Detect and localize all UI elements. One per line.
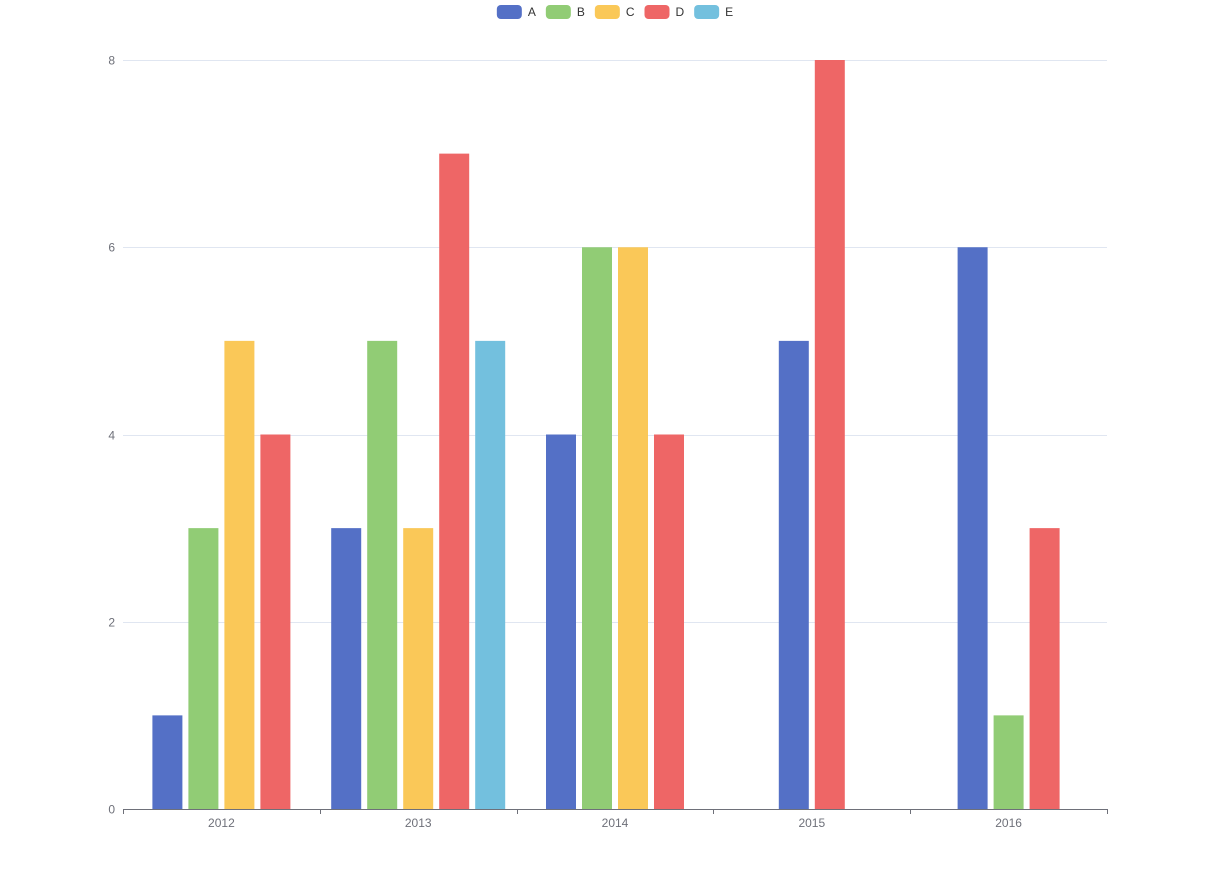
legend-label: C (626, 5, 635, 19)
bar-d-2014[interactable] (654, 434, 684, 810)
y-tick-label: 2 (108, 616, 115, 630)
y-tick-label: 4 (108, 429, 115, 443)
bar-a-2015[interactable] (778, 340, 809, 809)
y-tick-label: 6 (108, 241, 115, 255)
legend-swatch (594, 5, 620, 19)
legend-item-e[interactable]: E (694, 5, 733, 19)
bar-b-2014[interactable] (582, 247, 612, 809)
x-tick-label: 2014 (602, 816, 629, 830)
bar-d-2013[interactable] (439, 153, 470, 809)
bar-c-2014[interactable] (618, 247, 648, 809)
legend-swatch (545, 5, 571, 19)
x-tick-label: 2016 (995, 816, 1022, 830)
x-tick-label: 2013 (405, 816, 432, 830)
bar-c-2013[interactable] (403, 528, 434, 809)
legend[interactable]: A B C D E (496, 5, 733, 19)
x-tick-label: 2015 (798, 816, 825, 830)
bar-d-2012[interactable] (260, 434, 291, 810)
bar-a-2014[interactable] (546, 434, 576, 810)
bar-d-2016[interactable] (1029, 528, 1060, 809)
legend-item-a[interactable]: A (496, 5, 536, 19)
legend-label: D (676, 5, 685, 19)
bar-a-2012[interactable] (152, 715, 183, 809)
legend-label: B (577, 5, 585, 19)
bar-c-2012[interactable] (224, 340, 255, 809)
legend-swatch (644, 5, 670, 19)
legend-label: E (725, 5, 733, 19)
bar-d-2015[interactable] (814, 60, 845, 809)
bar-a-2013[interactable] (331, 528, 362, 809)
x-tick-label: 2012 (208, 816, 235, 830)
legend-swatch (496, 5, 522, 19)
bar-e-2013[interactable] (475, 340, 506, 809)
legend-label: A (528, 5, 536, 19)
legend-item-c[interactable]: C (594, 5, 635, 19)
y-tick-label: 8 (108, 54, 115, 68)
y-tick-label: 0 (108, 803, 115, 817)
legend-item-b[interactable]: B (545, 5, 585, 19)
legend-item-d[interactable]: D (644, 5, 685, 19)
bar-b-2016[interactable] (993, 715, 1024, 809)
bar-b-2013[interactable] (367, 340, 398, 809)
bar-b-2012[interactable] (188, 528, 219, 809)
legend-swatch (694, 5, 720, 19)
bar-a-2016[interactable] (957, 247, 988, 809)
bars (152, 60, 1060, 810)
axes: 0 2 4 6 8 2012 2013 2014 2015 2016 (108, 54, 1108, 830)
